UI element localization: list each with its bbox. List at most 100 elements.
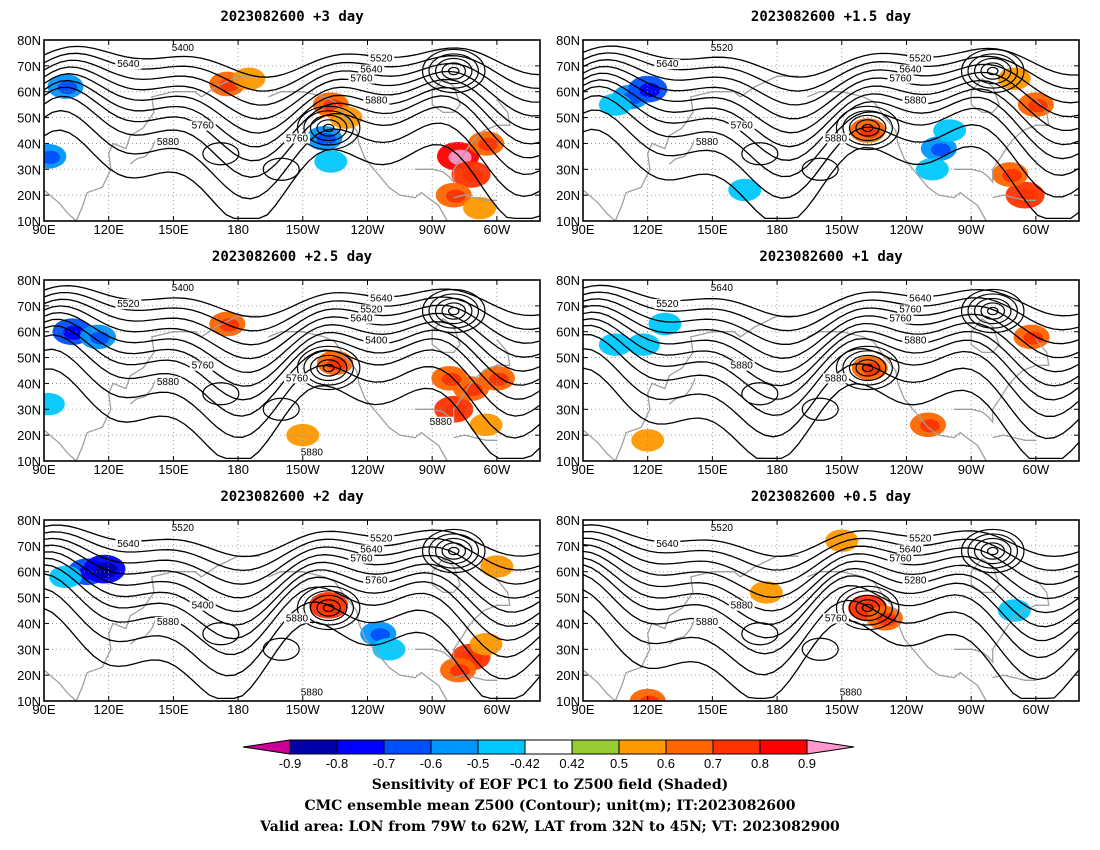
closed-low-contour bbox=[421, 528, 486, 574]
z500-contour bbox=[583, 318, 1079, 387]
closed-low-contour bbox=[986, 66, 999, 76]
contour-label-bg bbox=[189, 360, 216, 371]
y-tick-label: 10N bbox=[556, 694, 580, 709]
coastline bbox=[44, 75, 260, 221]
x-tick-label: 150W bbox=[286, 702, 321, 717]
closed-low-contour bbox=[447, 546, 460, 556]
contour-label-bg bbox=[358, 544, 385, 555]
z500-contour bbox=[583, 45, 1079, 78]
contour-label: 5760 bbox=[350, 74, 373, 85]
contour-label: 5520 bbox=[360, 305, 383, 316]
z500-contour bbox=[44, 66, 540, 120]
y-tick-label: 60N bbox=[556, 565, 580, 580]
closed-low-contour bbox=[434, 537, 473, 565]
contour-label: 5400 bbox=[172, 43, 195, 54]
closed-low-contour bbox=[434, 297, 473, 325]
z500-contour bbox=[44, 318, 540, 387]
y-tick-label: 20N bbox=[17, 428, 41, 443]
colorbar-tick-label: -0.42 bbox=[510, 756, 540, 771]
y-tick-label: 30N bbox=[556, 642, 580, 657]
contour-label-bg bbox=[887, 73, 914, 84]
z500-contour bbox=[583, 109, 1079, 199]
z500-contour bbox=[583, 609, 1079, 700]
contour-label-bg bbox=[907, 533, 934, 544]
y-tick-label: 20N bbox=[556, 668, 580, 683]
panel-title: 2023082600 +1 day bbox=[759, 249, 903, 265]
panel-frame bbox=[582, 39, 1080, 222]
closed-low-contour bbox=[322, 363, 335, 373]
contour-label-bg bbox=[694, 136, 720, 147]
x-tick-label: 180 bbox=[766, 462, 788, 477]
contour-label-bg bbox=[298, 447, 325, 458]
contour-label-bg bbox=[708, 42, 735, 53]
y-tick-label: 50N bbox=[17, 351, 41, 366]
z500-contour bbox=[44, 607, 540, 700]
closed-low-contour bbox=[835, 585, 900, 631]
contour-label: 5640 bbox=[350, 314, 373, 325]
y-tick-label: 50N bbox=[556, 591, 580, 606]
coastline bbox=[668, 138, 696, 165]
panel-frame bbox=[582, 519, 1080, 702]
x-tick-label: 120E bbox=[94, 462, 125, 477]
x-tick-label: 90W bbox=[958, 462, 985, 477]
x-tick-label: 120W bbox=[889, 222, 924, 237]
y-tick-label: 40N bbox=[556, 136, 580, 151]
z500-contour bbox=[583, 298, 1079, 345]
y-tick-label: 70N bbox=[556, 299, 580, 314]
z500-contour bbox=[44, 79, 540, 148]
y-tick-label: 30N bbox=[17, 162, 41, 177]
closed-low-contour bbox=[309, 594, 348, 622]
shading-patch bbox=[626, 333, 660, 356]
z500-contour bbox=[583, 589, 1079, 681]
closed-low-contour bbox=[322, 123, 335, 133]
contour-label: 5880 bbox=[365, 95, 388, 106]
z500-contour bbox=[44, 551, 540, 613]
coastline bbox=[992, 194, 1036, 201]
contour-label-bg bbox=[837, 687, 864, 698]
z500-contour bbox=[44, 544, 540, 599]
closed-low-contour bbox=[441, 302, 467, 320]
closed-low-contour bbox=[960, 528, 1025, 574]
contour-label-bg bbox=[902, 575, 929, 586]
x-tick-label: 150W bbox=[286, 462, 321, 477]
contour-label-bg bbox=[348, 73, 375, 84]
closed-low-contour bbox=[973, 297, 1012, 325]
x-tick-label: 90E bbox=[32, 462, 55, 477]
shading-core bbox=[930, 143, 951, 157]
coastline bbox=[583, 75, 799, 221]
contour-label: 5640 bbox=[899, 65, 922, 76]
y-tick-label: 80N bbox=[17, 513, 41, 528]
contour-label: 5520 bbox=[117, 299, 140, 310]
contour-label: 5640 bbox=[370, 294, 393, 305]
contour-label: 5880 bbox=[157, 617, 180, 628]
contour-label-bg bbox=[902, 95, 929, 106]
coastline bbox=[583, 315, 799, 461]
z500-contour bbox=[583, 311, 1079, 373]
coastline bbox=[668, 378, 696, 405]
y-tick-label: 50N bbox=[17, 111, 41, 126]
contour-label-bg bbox=[115, 299, 142, 310]
colorbar-tick-label: -0.9 bbox=[279, 756, 301, 771]
y-tick-label: 60N bbox=[556, 85, 580, 100]
coastline bbox=[807, 571, 987, 701]
contour-label: 5760 bbox=[731, 121, 754, 132]
coastline bbox=[453, 434, 497, 441]
caption-line-3: Valid area: LON from 79W to 62W, LAT fro… bbox=[260, 819, 840, 835]
contour-label: 5880 bbox=[731, 601, 754, 612]
closed-low-contour bbox=[986, 306, 999, 316]
contour-label-bg bbox=[897, 544, 924, 555]
x-tick-label: 90W bbox=[958, 702, 985, 717]
x-tick-label: 150E bbox=[158, 462, 189, 477]
z500-contour bbox=[583, 65, 1079, 120]
contour-label: 5280 bbox=[904, 575, 927, 586]
closed-low-contour bbox=[309, 114, 348, 142]
colorbar-box bbox=[289, 739, 338, 755]
contour-label-bg bbox=[298, 687, 325, 698]
contour-label: 5880 bbox=[825, 133, 848, 144]
x-tick-label: 90W bbox=[419, 702, 446, 717]
closed-low-contour bbox=[842, 110, 893, 146]
coastline bbox=[268, 571, 448, 701]
